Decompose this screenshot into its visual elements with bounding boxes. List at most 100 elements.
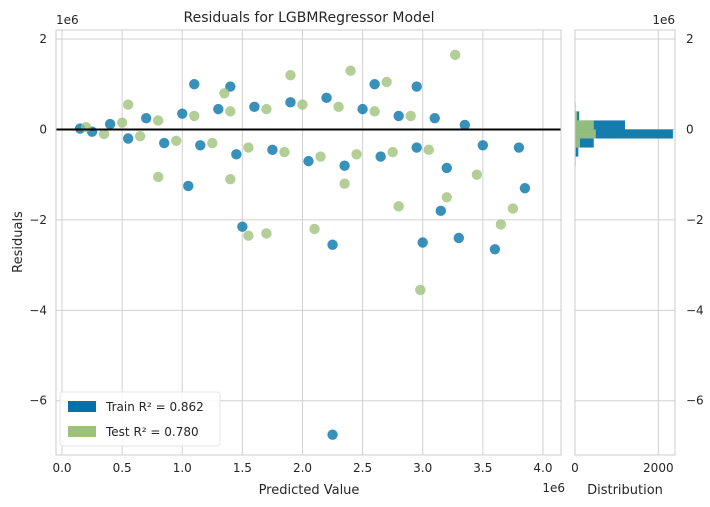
- x-tick-label: 2.0: [293, 461, 312, 475]
- test-point: [243, 142, 254, 153]
- legend-label-test: Test R² = 0.780: [105, 425, 199, 439]
- train-point: [417, 237, 428, 248]
- test-point: [415, 284, 426, 296]
- test-point: [225, 174, 236, 185]
- test-point: [495, 219, 507, 230]
- x-tick-label: 1.0: [173, 461, 192, 475]
- train-histogram-bar: [575, 111, 580, 121]
- test-point: [315, 151, 326, 162]
- test-point: [153, 171, 164, 183]
- test-point: [339, 178, 350, 189]
- test-point: [225, 106, 236, 117]
- histogram-y-tick-label: 2: [686, 32, 694, 46]
- test-histogram-bar: [575, 129, 596, 139]
- train-point: [453, 232, 464, 244]
- chart-title: Residuals for LGBMRegressor Model: [184, 10, 435, 26]
- train-point: [411, 142, 422, 153]
- test-point: [153, 115, 164, 126]
- histogram-y-tick-label: 0: [686, 122, 694, 136]
- residuals-scatter-panel: 0.0 0.5 1.0 1.5 2.0 2.5 3.0 3.5 4.0 2 0 −2 −4 −6 Res…: [11, 10, 565, 498]
- test-point: [351, 149, 362, 160]
- train-point: [327, 239, 338, 250]
- histogram-y-tick-labels: 2 0 −2 −4 −6: [686, 32, 704, 408]
- train-point: [231, 149, 242, 160]
- train-point: [393, 110, 404, 122]
- y-offset-label: 1e6: [56, 13, 79, 27]
- scatter-y-tick-labels: 2 0 −2 −4 −6: [29, 32, 47, 408]
- test-point: [387, 146, 398, 158]
- train-point: [213, 103, 224, 115]
- train-histogram-bar: [575, 129, 673, 139]
- train-point: [477, 140, 489, 151]
- legend: Train R² = 0.862 Test R² = 0.780: [59, 391, 221, 447]
- train-point: [195, 140, 206, 151]
- histogram-x-tick-label: 2000: [643, 461, 674, 475]
- scatter-points: [74, 49, 531, 440]
- train-point: [411, 81, 422, 92]
- y-tick-label: −2: [29, 213, 47, 227]
- test-point: [243, 230, 254, 241]
- test-point: [471, 169, 483, 180]
- train-point: [303, 155, 314, 167]
- legend-swatch-test: [68, 426, 96, 437]
- histogram-y-tick-label: −6: [686, 394, 704, 408]
- train-point: [225, 81, 236, 92]
- legend-swatch-train: [68, 401, 96, 412]
- distribution-histogram-panel: 0 2000 2 0 −2 −4 −6 Distribution 1e6: [571, 13, 704, 498]
- train-point: [459, 119, 471, 131]
- test-point: [98, 128, 110, 140]
- test-point: [279, 146, 290, 158]
- y-tick-label: −4: [29, 303, 47, 317]
- legend-label-train: Train R² = 0.862: [105, 400, 204, 414]
- test-point: [369, 106, 380, 117]
- x-tick-label: 1.5: [233, 461, 252, 475]
- test-point: [80, 122, 92, 133]
- train-point: [321, 92, 332, 104]
- x-tick-label: 3.0: [413, 461, 432, 475]
- test-point: [345, 65, 356, 76]
- test-point: [189, 110, 200, 122]
- y-axis-label: Residuals: [11, 211, 26, 273]
- test-point: [393, 201, 404, 212]
- x-tick-label: 3.5: [473, 461, 492, 475]
- histogram-y-offset-label: 1e6: [652, 13, 675, 27]
- train-point: [159, 137, 170, 149]
- train-point: [435, 205, 446, 217]
- histogram-y-tick-label: −2: [686, 213, 704, 227]
- train-point: [339, 160, 350, 171]
- x-tick-label: 0.0: [52, 461, 71, 475]
- test-histogram-bar: [575, 138, 580, 148]
- train-point: [489, 244, 501, 255]
- train-point: [122, 133, 134, 144]
- test-point: [285, 70, 296, 81]
- train-point: [177, 108, 188, 119]
- test-point: [297, 99, 308, 110]
- train-point: [327, 429, 338, 440]
- test-histogram-bar: [575, 120, 594, 130]
- test-point: [507, 203, 519, 214]
- test-point: [423, 144, 434, 156]
- x-tick-label: 4.0: [533, 461, 552, 475]
- histogram-x-tick-labels: 0 2000: [571, 461, 673, 475]
- train-point: [369, 79, 380, 90]
- x-offset-label: 1e6: [542, 481, 565, 495]
- scatter-frame: [55, 29, 562, 456]
- histogram-x-axis-label: Distribution: [587, 483, 663, 498]
- legend-box: [59, 391, 221, 447]
- train-histogram-bar: [575, 138, 594, 148]
- train-point: [285, 97, 296, 108]
- train-point: [375, 151, 386, 162]
- test-point: [309, 223, 320, 235]
- histogram-plot-area: [575, 30, 675, 455]
- test-point: [449, 49, 461, 61]
- test-point: [405, 110, 416, 122]
- train-histogram-bar: [575, 147, 579, 157]
- train-point: [357, 103, 368, 115]
- train-point: [140, 112, 152, 124]
- test-point: [122, 99, 134, 110]
- test-point: [207, 137, 218, 149]
- train-histogram-bar: [575, 120, 625, 130]
- train-point: [267, 144, 278, 156]
- test-point: [441, 192, 452, 203]
